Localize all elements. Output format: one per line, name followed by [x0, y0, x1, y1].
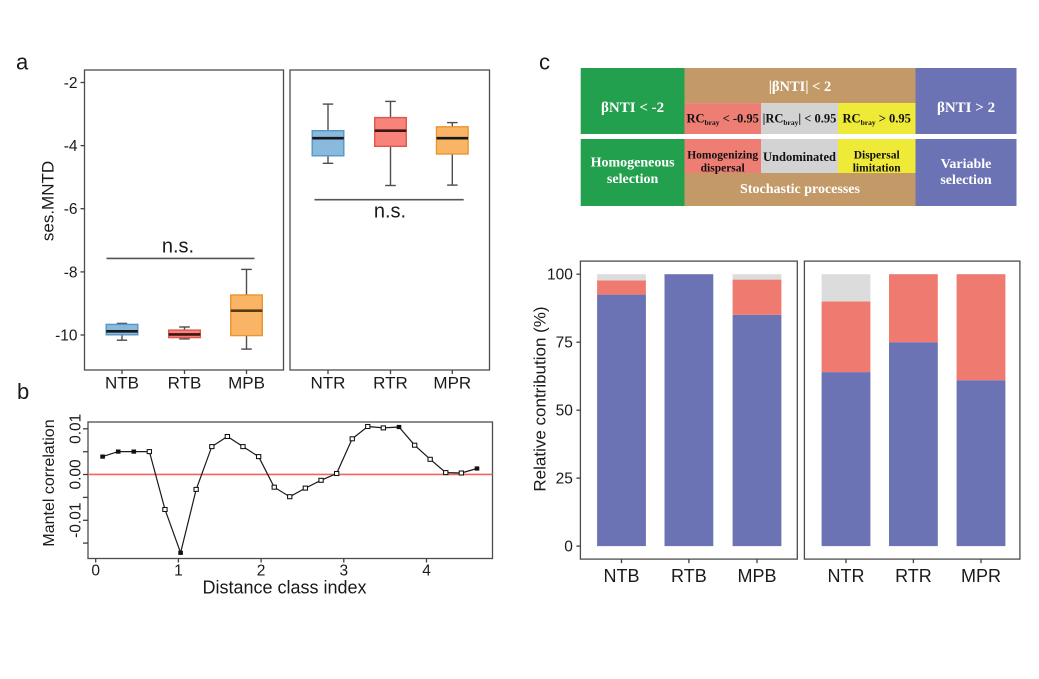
svg-text:1: 1 — [174, 563, 183, 580]
svg-text:2: 2 — [257, 563, 266, 580]
svg-text:selection: selection — [607, 172, 659, 187]
svg-text:-10: -10 — [55, 328, 78, 345]
svg-text:|βNTI| < 2: |βNTI| < 2 — [769, 79, 832, 95]
svg-text:0.00: 0.00 — [68, 459, 85, 490]
svg-text:|RCbray| < 0.95: |RCbray| < 0.95 — [763, 112, 837, 128]
svg-text:-2: -2 — [64, 75, 78, 92]
svg-text:RTR: RTR — [373, 374, 408, 393]
svg-text:NTR: NTR — [828, 566, 865, 586]
svg-text:RTB: RTB — [671, 566, 707, 586]
svg-text:limitation: limitation — [853, 163, 902, 175]
svg-text:0: 0 — [564, 539, 573, 556]
svg-text:RTB: RTB — [168, 374, 202, 393]
svg-text:Stochastic processes: Stochastic processes — [740, 182, 860, 197]
svg-text:βNTI < -2: βNTI < -2 — [601, 100, 664, 116]
svg-text:0.01: 0.01 — [68, 414, 85, 444]
svg-text:selection: selection — [940, 173, 992, 188]
svg-text:Dispersal: Dispersal — [854, 150, 900, 162]
svg-text:RCbray > 0.95: RCbray > 0.95 — [843, 112, 911, 128]
svg-text:0: 0 — [91, 563, 100, 580]
svg-text:-8: -8 — [64, 264, 78, 281]
svg-text:βNTI > 2: βNTI > 2 — [937, 100, 995, 116]
svg-text:4: 4 — [422, 563, 431, 580]
svg-text:-6: -6 — [64, 201, 78, 218]
svg-text:RCbray < -0.95: RCbray < -0.95 — [686, 112, 758, 128]
svg-text:Mantel correlation: Mantel correlation — [41, 419, 58, 546]
svg-text:NTB: NTB — [604, 566, 640, 586]
svg-text:3: 3 — [339, 563, 348, 580]
svg-text:Relative contribution (%): Relative contribution (%) — [531, 306, 550, 491]
svg-text:n.s.: n.s. — [374, 201, 406, 223]
svg-text:a: a — [16, 50, 29, 75]
svg-text:MPB: MPB — [737, 566, 776, 586]
svg-text:25: 25 — [556, 471, 573, 488]
svg-text:NTR: NTR — [311, 374, 346, 393]
svg-text:b: b — [17, 379, 29, 404]
svg-text:50: 50 — [556, 403, 574, 420]
svg-text:n.s.: n.s. — [162, 236, 194, 258]
svg-text:c: c — [539, 50, 550, 75]
svg-text:ses.MNTD: ses.MNTD — [39, 161, 58, 241]
svg-text:-0.01: -0.01 — [68, 503, 85, 538]
svg-text:Undominated: Undominated — [763, 150, 836, 164]
svg-text:Homogeneous: Homogeneous — [591, 156, 676, 171]
svg-text:MPB: MPB — [228, 374, 265, 393]
svg-text:Homogenizing: Homogenizing — [687, 150, 758, 162]
svg-text:100: 100 — [547, 267, 573, 284]
svg-text:-4: -4 — [64, 138, 78, 155]
svg-text:MPR: MPR — [961, 566, 1001, 586]
svg-text:dispersal: dispersal — [701, 163, 745, 175]
svg-text:RTR: RTR — [895, 566, 932, 586]
svg-text:75: 75 — [556, 335, 573, 352]
svg-text:Variable: Variable — [941, 157, 992, 172]
svg-text:Distance class index: Distance class index — [202, 578, 366, 598]
svg-text:NTB: NTB — [105, 374, 139, 393]
svg-text:MPR: MPR — [433, 374, 471, 393]
